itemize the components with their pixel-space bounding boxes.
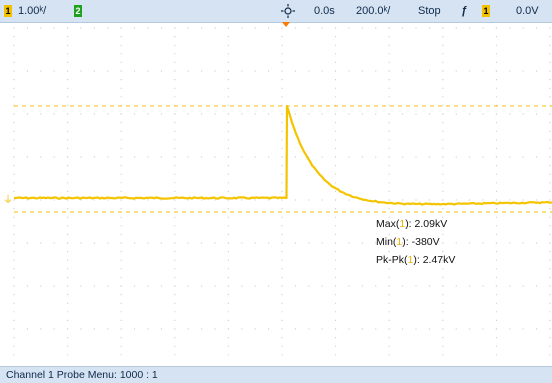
channel1-badge[interactable]: 1 [4,5,12,17]
measurement-min-value: -380V [411,236,440,248]
trigger-source-badge[interactable]: 1 [482,5,490,17]
trigger-level[interactable]: 0.0V [516,5,539,17]
status-bar: 1 1.00ᵏ/ 2 0.0s 200.0ᵏ/ Stop ƒ 1 0.0V [0,0,552,23]
time-offset[interactable]: 0.0s [314,5,335,17]
softkey-menu-bar: Channel 1 Probe Menu: 1000 : 1 [0,366,552,383]
channel1-scale[interactable]: 1.00ᵏ/ [18,5,47,17]
probe-menu-label[interactable]: Channel 1 Probe Menu: 1000 : 1 [6,369,158,381]
waveform-display: ⏚ [3,22,552,356]
channel1-trace [13,104,552,206]
measurement-max-value: 2.09kV [414,218,448,230]
measurement-min: Min(1): -380V [376,236,440,248]
run-state[interactable]: Stop [418,5,441,17]
svg-text:⏚: ⏚ [3,194,13,206]
measurement-max: Max(1): 2.09kV [376,218,448,230]
measurement-pkpk: Pk-Pk(1): 2.47kV [376,254,456,266]
graticule-grid [13,27,551,356]
trigger-position-icon [281,4,295,18]
measurement-pkpk-value: 2.47kV [422,254,456,266]
trigger-position-marker[interactable] [282,22,290,27]
timebase-scale[interactable]: 200.0ᵏ/ [356,5,391,17]
channel2-badge[interactable]: 2 [74,5,82,17]
trigger-slope-icon[interactable]: ƒ [461,5,468,17]
channel1-ground-marker[interactable]: ⏚ [3,194,13,206]
